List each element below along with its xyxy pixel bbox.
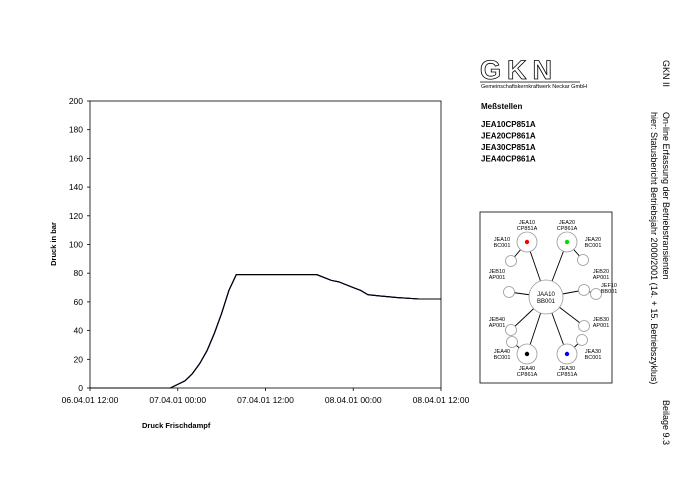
schematic-frame bbox=[479, 211, 613, 384]
component bbox=[590, 288, 602, 300]
node-label: JEA30 bbox=[585, 349, 601, 355]
y-tick-label: 60 bbox=[74, 297, 84, 307]
series-line bbox=[90, 274, 441, 389]
y-axis-label: Druck in bar bbox=[49, 222, 58, 266]
legend-entry: JEA20CP861A bbox=[481, 132, 536, 141]
y-tick-label: 120 bbox=[69, 211, 83, 221]
node-label: AP001 bbox=[489, 275, 506, 281]
sensor-dot bbox=[564, 239, 570, 245]
doc-title: On-line Erfassung der Betriebstransiente… bbox=[661, 112, 671, 280]
node-label: AP001 bbox=[593, 275, 610, 281]
node-label: JEA10 bbox=[494, 237, 510, 243]
node-label: AP001 bbox=[593, 323, 610, 329]
center-label: BB001 bbox=[537, 299, 556, 305]
node-label: JEA40 bbox=[519, 366, 535, 372]
node-label: BC001 bbox=[494, 243, 511, 249]
node-label: BC001 bbox=[494, 355, 511, 361]
y-tick-label: 0 bbox=[78, 383, 83, 393]
node-label: JEB10 bbox=[489, 269, 505, 275]
schematic: JAA10BB001JEA10CP851AJEA20CP861AJEA40CP8… bbox=[479, 211, 618, 384]
component bbox=[503, 286, 515, 298]
y-tick-label: 100 bbox=[69, 240, 83, 250]
x-tick-label: 07.04.01 00:00 bbox=[149, 395, 206, 405]
x-axis-label: Druck Frischdampf bbox=[142, 421, 211, 430]
company-name: Gemeinschaftskernkraftwerk Neckar GmbH bbox=[481, 84, 587, 90]
y-tick-label: 200 bbox=[69, 96, 83, 106]
y-tick-label: 20 bbox=[74, 354, 84, 364]
component bbox=[505, 255, 517, 267]
x-tick-label: 08.04.01 12:00 bbox=[413, 395, 470, 405]
x-tick-label: 08.04.01 00:00 bbox=[325, 395, 382, 405]
x-tick-label: 07.04.01 12:00 bbox=[237, 395, 294, 405]
logo: GKN Gemeinschaftskernkraftwerk Neckar Gm… bbox=[480, 55, 587, 90]
component bbox=[576, 334, 588, 346]
node-label: JEB30 bbox=[593, 317, 609, 323]
sensor-dot bbox=[524, 351, 530, 357]
y-tick-label: 160 bbox=[69, 153, 83, 163]
sensor-dot bbox=[524, 239, 530, 245]
component bbox=[577, 254, 589, 266]
series-line bbox=[90, 274, 441, 389]
y-tick-label: 180 bbox=[69, 125, 83, 135]
attachment: Beilage 9.3 bbox=[661, 400, 671, 445]
legend-title: Meßstellen bbox=[481, 102, 522, 111]
node-label: JEF10 bbox=[601, 283, 617, 289]
main-header bbox=[528, 279, 564, 315]
node-label: CP851A bbox=[517, 226, 538, 232]
doc-subtitle: hier: Statusbericht Betriebsjahr 2000/20… bbox=[649, 112, 659, 384]
node-label: CP861A bbox=[557, 226, 578, 232]
node-label: BC001 bbox=[585, 355, 602, 361]
plot-frame bbox=[89, 100, 442, 389]
legend-entry: JEA40CP861A bbox=[481, 155, 536, 164]
legend-entry: JEA10CP851A bbox=[481, 120, 536, 129]
plant: GKN II bbox=[661, 60, 671, 87]
component bbox=[505, 324, 517, 336]
legend-entry: JEA30CP851A bbox=[481, 143, 536, 152]
node-label: JEB40 bbox=[489, 317, 505, 323]
component bbox=[506, 336, 518, 348]
y-tick-label: 40 bbox=[74, 326, 84, 336]
center-label: JAA10 bbox=[537, 292, 555, 298]
node-label: AP001 bbox=[489, 323, 506, 329]
x-tick-label: 06.04.01 12:00 bbox=[62, 395, 119, 405]
node-label: BC001 bbox=[585, 243, 602, 249]
node-label: JEA30 bbox=[559, 366, 575, 372]
node-label: JEA10 bbox=[519, 220, 535, 226]
node-label: CP861A bbox=[517, 372, 538, 378]
node-label: JEA20 bbox=[585, 237, 601, 243]
y-tick-label: 80 bbox=[74, 268, 84, 278]
sensor-dot bbox=[564, 351, 570, 357]
logo-text: GKN bbox=[480, 55, 558, 85]
node-label: JEB20 bbox=[593, 269, 609, 275]
component bbox=[578, 284, 590, 296]
y-tick-label: 140 bbox=[69, 182, 83, 192]
node-label: CP851A bbox=[557, 372, 578, 378]
node-label: JEA40 bbox=[494, 349, 510, 355]
series-line bbox=[90, 274, 441, 389]
series-line bbox=[90, 274, 441, 389]
node-label: JEA20 bbox=[559, 220, 575, 226]
node-label: BB001 bbox=[601, 289, 618, 295]
component bbox=[578, 320, 590, 332]
